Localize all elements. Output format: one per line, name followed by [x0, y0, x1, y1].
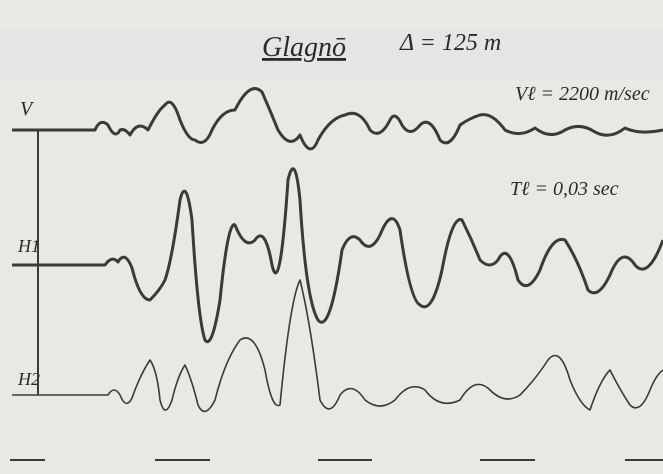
- trace-h2: [12, 279, 663, 413]
- distance: Δ = 125 m: [399, 30, 501, 56]
- trace-label: H2: [17, 369, 40, 389]
- title: Glagnō: [262, 32, 346, 63]
- trace-label: H1: [17, 236, 40, 256]
- trace-label: V: [20, 98, 35, 120]
- trace-v: [12, 87, 663, 151]
- velocity: Vℓ = 2200 m/sec: [515, 83, 650, 105]
- paper-band: [0, 30, 663, 80]
- period: Tℓ = 0,03 sec: [510, 178, 619, 200]
- trace-h1: [12, 167, 663, 344]
